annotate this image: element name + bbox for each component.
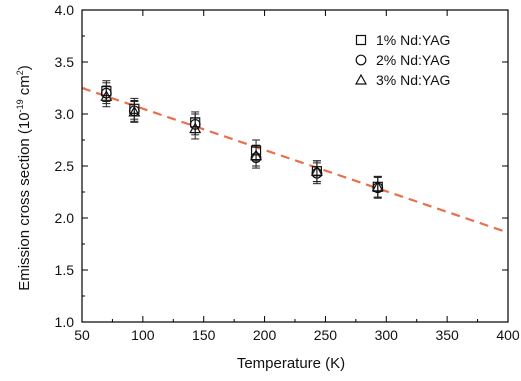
legend-square-icon [355, 34, 367, 46]
legend-label-3: 3% Nd:YAG [376, 72, 450, 88]
x-tick-label: 300 [375, 327, 399, 343]
x-tick-label: 200 [253, 327, 277, 343]
y-tick-labels: 1.0 1.5 2.0 2.5 3.0 3.5 4.0 [55, 2, 75, 330]
data-point-triangle [100, 90, 113, 101]
data-point-circle [372, 182, 384, 194]
x-tick-labels: 50 100 150 200 250 300 350 400 [74, 327, 520, 343]
data-markers [100, 86, 384, 194]
data-point-triangle [189, 122, 202, 134]
y-tick-label: 2.0 [55, 210, 75, 226]
y-tick-label: 1.5 [55, 262, 75, 278]
x-tick-label: 250 [314, 327, 338, 343]
plot-frame [81, 9, 509, 323]
data-point-triangle [371, 180, 384, 192]
y-axis-title: Emission cross section (10-19 cm2) [15, 65, 33, 291]
data-point-circle [311, 167, 323, 179]
legend-triangle-icon [354, 73, 368, 85]
x-tick-label: 350 [435, 327, 459, 343]
data-point-triangle [250, 149, 263, 161]
data-point-triangle [310, 164, 323, 176]
y-tick-label: 4.0 [55, 2, 75, 18]
y-tick-label: 3.0 [55, 106, 75, 122]
legend-circle-icon [355, 54, 367, 66]
data-point-square [250, 145, 262, 156]
x-tick-label: 100 [131, 327, 155, 343]
y-tick-label: 1.0 [55, 314, 75, 330]
x-axis-title: Temperature (K) [237, 355, 345, 372]
data-point-circle [189, 118, 201, 130]
legend-label-1: 1% Nd:YAG [376, 32, 450, 48]
data-point-triangle [128, 105, 141, 117]
x-tick-label: 150 [192, 327, 216, 343]
legend-label-2: 2% Nd:YAG [376, 52, 450, 68]
y-tick-label: 3.5 [55, 54, 75, 70]
error-bars [102, 80, 382, 199]
x-tick-label: 50 [74, 327, 90, 343]
data-point-circle [250, 152, 262, 164]
legend: 1% Nd:YAG 2% Nd:YAG 3% Nd:YAG [354, 32, 450, 88]
fit-line-group [81, 86, 509, 234]
x-tick-label: 400 [496, 327, 520, 343]
data-point-circle [100, 87, 112, 99]
fit-line [81, 86, 509, 234]
y-tick-label: 2.5 [55, 158, 75, 174]
